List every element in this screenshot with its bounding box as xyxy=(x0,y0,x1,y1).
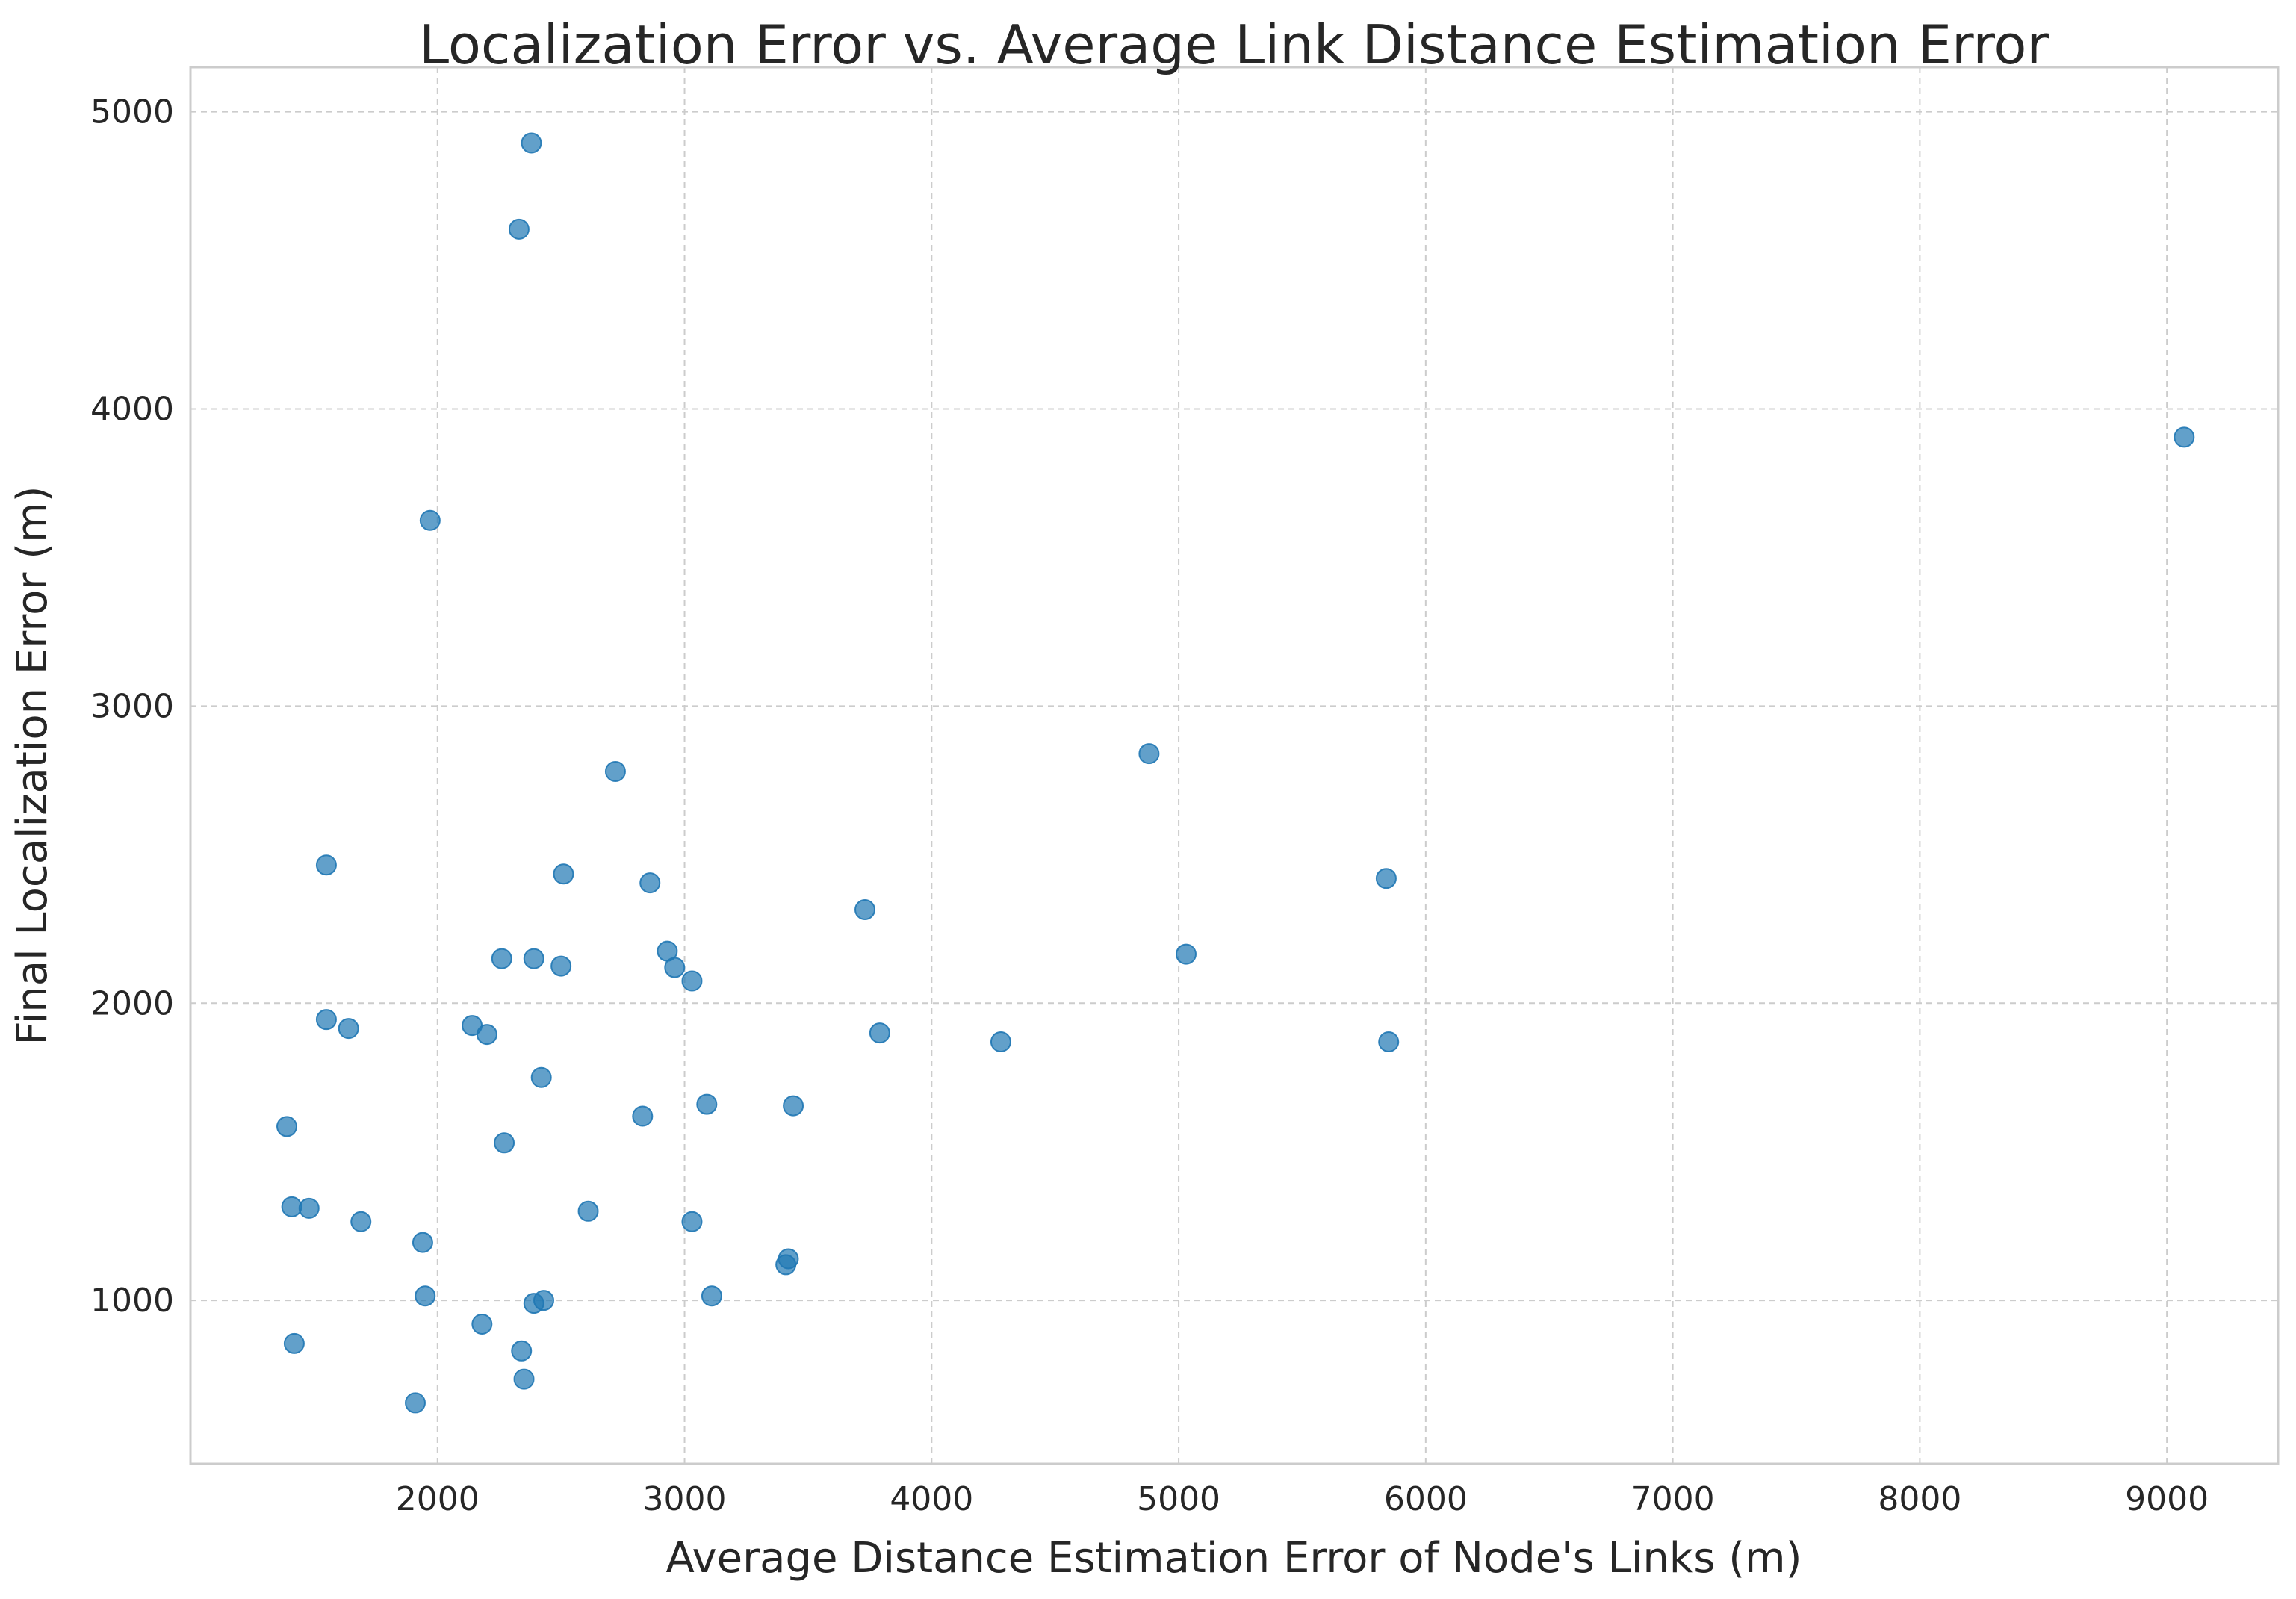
data-point xyxy=(1375,868,1397,889)
x-tick-label: 7000 xyxy=(1631,1480,1715,1518)
gridlines xyxy=(190,67,2278,1464)
data-point xyxy=(604,760,626,782)
data-point xyxy=(412,1232,433,1253)
data-point xyxy=(315,1009,337,1031)
data-point xyxy=(350,1211,372,1232)
data-point xyxy=(476,1024,497,1046)
data-point xyxy=(1138,743,1160,765)
data-point xyxy=(494,1132,515,1154)
x-tick-label: 2000 xyxy=(396,1480,480,1518)
data-point xyxy=(1378,1031,1400,1053)
data-point xyxy=(530,1066,552,1088)
data-point xyxy=(511,1340,533,1362)
data-point xyxy=(283,1332,305,1354)
data-point xyxy=(553,863,574,885)
y-tick-label: 2000 xyxy=(90,984,174,1022)
data-point xyxy=(508,218,530,240)
x-axis-label: Average Distance Estimation Error of Nod… xyxy=(666,1534,1802,1583)
data-point xyxy=(696,1093,718,1115)
data-point xyxy=(471,1314,493,1335)
data-point xyxy=(2174,426,2195,448)
data-point xyxy=(775,1254,797,1276)
data-point xyxy=(521,132,542,154)
tick-labels: 2000 3000 4000 5000 6000 7000 8000 9000 1000 2000… xyxy=(90,93,2209,1518)
x-tick-label: 6000 xyxy=(1384,1480,1468,1518)
data-point xyxy=(783,1095,804,1117)
data-point xyxy=(550,955,572,977)
chart-title: Localization Error vs. Average Link Dist… xyxy=(419,13,2049,76)
data-point xyxy=(854,898,875,920)
x-tick-label: 4000 xyxy=(890,1480,973,1518)
x-tick-label: 5000 xyxy=(1137,1480,1220,1518)
data-points xyxy=(276,132,2195,1414)
data-point xyxy=(513,1368,535,1390)
y-tick-label: 4000 xyxy=(90,391,174,429)
data-point xyxy=(639,872,661,894)
x-tick-label: 9000 xyxy=(2125,1480,2209,1518)
y-tick-label: 5000 xyxy=(90,93,174,131)
data-point xyxy=(664,957,686,978)
y-axis-label: Final Localization Error (m) xyxy=(8,486,57,1046)
data-point xyxy=(681,970,703,992)
data-point xyxy=(701,1285,722,1307)
x-tick-label: 3000 xyxy=(643,1480,727,1518)
data-point xyxy=(338,1018,359,1040)
data-point xyxy=(632,1105,654,1127)
plot-frame xyxy=(189,66,2280,1465)
data-point xyxy=(869,1022,890,1044)
data-point xyxy=(276,1116,297,1137)
data-point xyxy=(298,1197,320,1219)
y-tick-label: 1000 xyxy=(90,1282,174,1320)
data-point xyxy=(523,948,544,969)
y-tick-label: 3000 xyxy=(90,687,174,725)
data-point xyxy=(281,1196,302,1217)
x-tick-label: 8000 xyxy=(1878,1480,1961,1518)
data-point xyxy=(523,1293,544,1314)
data-point xyxy=(491,948,512,969)
data-point xyxy=(419,509,441,531)
data-point xyxy=(681,1211,703,1232)
data-point xyxy=(415,1285,436,1307)
data-point xyxy=(990,1031,1011,1053)
data-point xyxy=(405,1392,426,1414)
data-point xyxy=(1176,943,1197,965)
data-point xyxy=(577,1200,599,1222)
data-point xyxy=(315,854,337,876)
